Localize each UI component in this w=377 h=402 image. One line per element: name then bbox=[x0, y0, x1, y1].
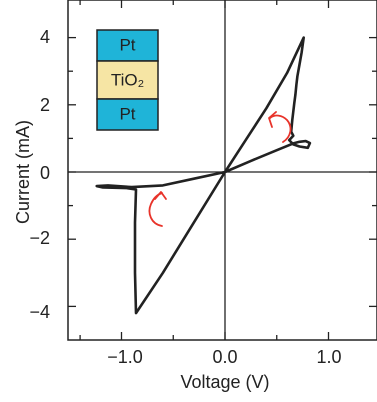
inset-layer-label: TiO₂ bbox=[111, 70, 144, 89]
device-stack-inset: Pt TiO₂ Pt bbox=[96, 29, 159, 131]
iv-curve-series bbox=[95, 36, 312, 315]
plot-frame bbox=[67, 0, 377, 341]
direction-arrow-upper bbox=[268, 111, 292, 143]
y-tick-label: −2 bbox=[29, 228, 50, 248]
y-tick-label: −4 bbox=[29, 302, 50, 322]
direction-arrow-lower bbox=[148, 191, 167, 227]
inset-layer-top-pt bbox=[96, 29, 159, 62]
inset-layer-tio2 bbox=[96, 60, 159, 100]
tick-marks bbox=[68, 0, 377, 340]
inset-layer-label: Pt bbox=[119, 35, 135, 54]
y-tick-label: 4 bbox=[40, 27, 50, 47]
y-tick-label: 2 bbox=[40, 95, 50, 115]
x-axis-label: Voltage (V) bbox=[180, 372, 269, 392]
x-tick-label: 0.0 bbox=[212, 347, 237, 367]
y-axis-label: Current (mA) bbox=[13, 120, 33, 224]
inset-layer-label: Pt bbox=[119, 104, 135, 123]
inset-layer-bottom-pt bbox=[96, 98, 159, 131]
y-tick-label: 0 bbox=[40, 163, 50, 183]
x-tick-label: 1.0 bbox=[316, 347, 341, 367]
x-tick-label: −1.0 bbox=[107, 347, 143, 367]
